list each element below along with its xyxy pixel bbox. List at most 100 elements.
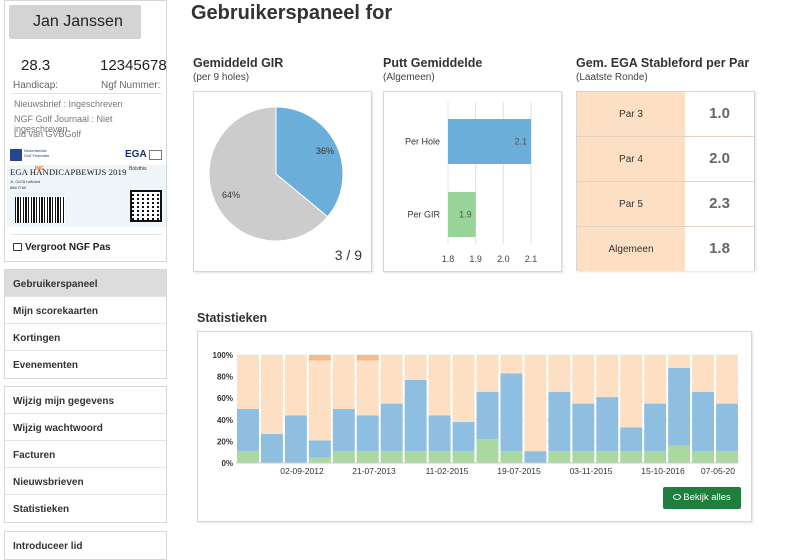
menu-item-wijzig-mijn-gegevens[interactable]: Wijzig mijn gegevens (5, 387, 166, 414)
pie-slice (275, 106, 344, 218)
stat-bar-segment (620, 427, 643, 452)
y-tick-label: 80% (217, 373, 233, 382)
ega-row: Par 5 2.3 (577, 182, 754, 227)
stat-bar-segment (380, 355, 403, 404)
stat-bar-segment (500, 451, 523, 463)
ngf-card[interactable]: Nederlandse Golf Federatie EGA ING Bolst… (7, 145, 166, 227)
gir-subtitle: (per 9 holes) (193, 72, 250, 83)
stat-bar-segment (284, 355, 307, 416)
divider (11, 234, 162, 235)
menu-item-statistieken[interactable]: Statistieken (13, 504, 70, 515)
card-line-2: 888 fT.fel (10, 185, 27, 190)
stat-bar-segment (716, 451, 738, 463)
pie-label-gir: 36% (316, 146, 335, 156)
stats-title: Statistieken (197, 311, 268, 325)
enlarge-card-link[interactable]: Vergroot NGF Pas (13, 242, 111, 253)
stat-bar-segment (237, 409, 259, 452)
stat-bar-segment (716, 403, 738, 452)
stat-bar-segment (404, 451, 427, 463)
club-membership: Lid van GVBGolf (14, 129, 82, 139)
sponsor-logo: Bolsthis (129, 166, 147, 172)
ega-row-value: 1.0 (685, 92, 754, 136)
menu-item-gebruikerspaneel[interactable]: Gebruikerspaneel (5, 270, 166, 297)
ega-subtitle: (Laatste Ronde) (576, 72, 648, 83)
stat-bar-segment (548, 391, 571, 452)
stat-bar-segment (284, 415, 307, 463)
newsletter-status: Nieuwsbrief : Ingeschreven (14, 99, 123, 109)
stat-bar-segment (548, 451, 571, 463)
x-tick-label: 03-11-2015 (570, 466, 613, 476)
stat-bar-segment (404, 355, 427, 380)
x-tick-label: 2.0 (497, 254, 510, 264)
stat-bar-segment (620, 355, 643, 428)
pie-label-non-gir: 64% (222, 190, 241, 200)
ega-row: Algemeen 1.8 (577, 227, 754, 272)
stat-bar-segment (356, 355, 379, 361)
barcode-icon (15, 197, 65, 223)
putt-bar-chart: 1.8 1.9 2.0 2.1 Per Hole 2.1 Per GIR 1.9 (405, 102, 538, 264)
menu-group-introduce: Introduceer lid (4, 531, 167, 560)
view-all-button[interactable]: Bekijk alles (663, 487, 741, 509)
menu-item-introduceer-lid[interactable]: Introduceer lid (13, 541, 83, 552)
card-line-1: Jt. Go78 haNoed (10, 179, 41, 184)
eye-icon (673, 494, 682, 500)
stat-bar-segment (237, 355, 259, 409)
stat-bar-segment (620, 451, 643, 463)
crest-icon (10, 149, 22, 161)
stat-bar-segment (476, 439, 499, 463)
stat-bar-segment (692, 355, 715, 392)
putt-title: Putt Gemiddelde (383, 56, 483, 70)
category-label: Per GIR (407, 210, 440, 220)
ega-table: Par 3 1.0 Par 4 2.0 Par 5 2.3 Algemeen 1.8 (576, 91, 755, 271)
profile-card: Jan Janssen 28.3 12345678 Handicap: Ngf … (4, 0, 167, 262)
stat-bar-segment (548, 355, 571, 392)
handicap-label: Handicap: (13, 80, 59, 91)
stat-bar-segment (572, 451, 595, 463)
stat-bar-segment (260, 433, 283, 463)
x-tick-label: 07-05-20 (701, 466, 735, 476)
stat-bar-segment (332, 451, 355, 463)
stat-bar-segment (572, 355, 595, 404)
view-all-label: Bekijk alles (683, 492, 731, 503)
stat-bar-segment (476, 391, 499, 440)
menu-group-account: Wijzig mijn gegevens Wijzig wachtwoord Fac… (4, 386, 167, 523)
stat-bar-segment (668, 367, 691, 446)
ega-title: Gem. EGA Stableford per Par (576, 56, 750, 70)
qr-code-icon (130, 190, 162, 222)
ing-logo: ING (35, 166, 44, 172)
ngf-number-value: 12345678 (100, 57, 167, 74)
stat-bar-segment (596, 451, 619, 463)
card-header: Nederlandse Golf Federatie EGA (7, 145, 166, 165)
ega-row-label: Par 5 (577, 182, 685, 226)
menu-item-kortingen[interactable]: Kortingen (5, 324, 166, 351)
category-label: Per Hole (405, 137, 440, 147)
x-tick-label: 19-07-2015 (497, 466, 541, 476)
x-tick-label: 02-09-2012 (280, 466, 324, 476)
stat-bar-segment (308, 457, 331, 463)
menu-item-nieuwsbrieven[interactable]: Nieuwsbrieven (5, 468, 166, 495)
y-tick-label: 40% (217, 416, 233, 425)
stat-bar-segment (308, 355, 331, 361)
stat-bar-segment (356, 451, 379, 463)
stat-bar-segment (380, 451, 403, 463)
ega-row-value: 2.3 (685, 182, 754, 226)
ega-row-value: 2.0 (685, 137, 754, 181)
divider (11, 93, 162, 94)
menu-item-mijn-scorekaarten[interactable]: Mijn scorekaarten (5, 297, 166, 324)
stat-bar-segment (644, 355, 667, 404)
stat-bar-segment (668, 445, 691, 463)
stat-bar-segment (452, 451, 475, 463)
menu-item-facturen[interactable]: Facturen (5, 441, 166, 468)
y-tick-label: 100% (213, 351, 233, 360)
menu-item-wijzig-wachtwoord[interactable]: Wijzig wachtwoord (5, 414, 166, 441)
ega-row-value: 1.8 (685, 227, 754, 271)
putt-bar (448, 192, 476, 237)
gir-fraction: 3 / 9 (334, 247, 362, 263)
x-tick-label: 2.1 (525, 254, 538, 264)
menu-item-evenementen[interactable]: Evenementen (13, 360, 79, 371)
y-tick-label: 60% (217, 394, 233, 403)
stat-bar-segment (644, 451, 667, 463)
journal-status: NGF Golf Journaal : Niet ingeschreven (14, 114, 113, 134)
stat-bar-segment (428, 451, 451, 463)
menu-group-main: Gebruikerspaneel Mijn scorekaarten Korting… (4, 269, 167, 379)
